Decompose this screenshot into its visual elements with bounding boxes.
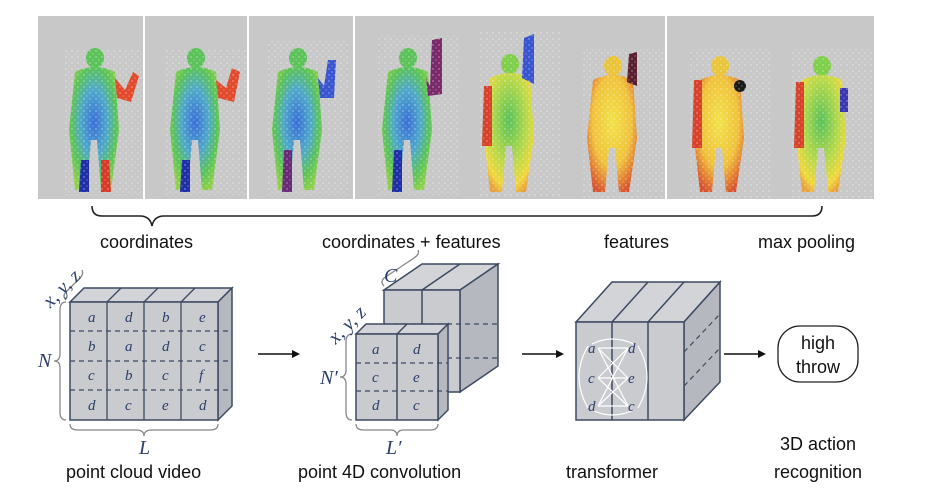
svg-text:b: b: [88, 339, 96, 355]
stage-input-label: point cloud video: [66, 462, 201, 482]
conv-coord-cube: [354, 322, 450, 422]
input-cube: [68, 286, 234, 422]
svg-text:b: b: [125, 368, 133, 384]
brace-N: [53, 301, 67, 421]
stage-transformer-label: transformer: [566, 462, 658, 482]
svg-text:e: e: [628, 371, 635, 387]
stage-output-label-2: recognition: [774, 462, 862, 482]
svg-text:a: a: [88, 310, 96, 326]
dim-N: N: [37, 350, 53, 372]
svg-text:c: c: [162, 368, 169, 384]
label-max-pooling: max pooling: [758, 232, 855, 252]
result-box: [777, 325, 859, 383]
svg-text:c: c: [88, 368, 95, 384]
svg-text:a: a: [125, 339, 133, 355]
svg-text:e: e: [199, 310, 206, 326]
svg-text:e: e: [413, 370, 420, 386]
dim-N-prime: N′: [319, 367, 338, 389]
svg-text:b: b: [162, 310, 170, 326]
brace-L: [69, 423, 219, 437]
transformer-grid: a d c e d c: [588, 341, 636, 415]
svg-text:c: c: [628, 399, 635, 415]
svg-text:c: c: [413, 398, 420, 414]
svg-text:d: d: [628, 341, 636, 357]
svg-text:d: d: [88, 398, 96, 414]
svg-text:a: a: [588, 341, 596, 357]
svg-text:a: a: [372, 342, 380, 358]
arrow-2: [522, 350, 564, 358]
brace-N-prime: [339, 333, 353, 421]
result-line1: high: [801, 333, 835, 353]
brace-C: [381, 249, 420, 287]
result-line2: throw: [796, 357, 841, 377]
figure-5: [480, 31, 560, 196]
svg-text:d: d: [413, 342, 421, 358]
brace-L-prime: [355, 423, 439, 437]
figure-2: [166, 48, 246, 195]
stage-conv-label: point 4D convolution: [298, 462, 461, 482]
figure-8: [792, 48, 872, 198]
svg-text:d: d: [588, 399, 596, 415]
svg-text:c: c: [125, 398, 132, 414]
svg-text:e: e: [162, 398, 169, 414]
figure-1: [65, 48, 145, 195]
label-coordinates-features: coordinates + features: [322, 232, 501, 252]
arrow-1: [258, 350, 300, 358]
transformer-cube: [574, 280, 722, 422]
svg-text:d: d: [372, 398, 380, 414]
figure-6: [583, 48, 663, 198]
label-features: features: [604, 232, 669, 252]
dim-L-prime: L′: [385, 437, 402, 459]
conv-grid: a d c e d c: [372, 342, 421, 414]
figure-4: [378, 35, 458, 195]
svg-text:c: c: [372, 370, 379, 386]
input-grid: a d b e b a d c c b c f d c e d: [88, 310, 207, 414]
label-coordinates: coordinates: [100, 232, 193, 252]
figure-7: [690, 48, 770, 198]
svg-text:d: d: [162, 339, 170, 355]
dim-L: L: [138, 437, 150, 459]
dim-C: C: [384, 265, 398, 287]
curly-brace: [91, 205, 823, 227]
svg-text:c: c: [588, 371, 595, 387]
svg-text:f: f: [199, 368, 205, 384]
svg-text:d: d: [199, 398, 207, 414]
svg-text:d: d: [125, 310, 133, 326]
figure-3: [268, 40, 348, 195]
stage-output-label-1: 3D action: [780, 434, 856, 454]
brace-xyz: [63, 269, 84, 301]
arrow-3: [724, 350, 766, 358]
svg-text:c: c: [199, 339, 206, 355]
attention-links: [578, 338, 648, 416]
